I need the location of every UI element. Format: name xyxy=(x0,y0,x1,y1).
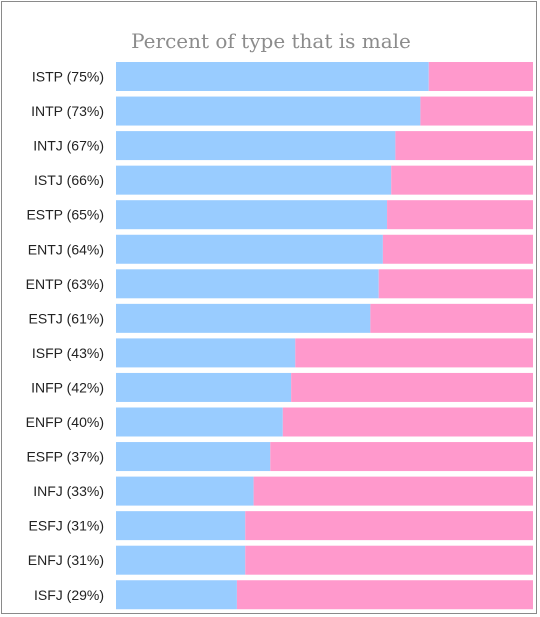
category-label-9: INFP (42%) xyxy=(31,379,104,395)
male-bar-7 xyxy=(116,303,371,333)
category-label-11: ESFP (37%) xyxy=(26,449,104,465)
female-bar-11 xyxy=(270,442,533,472)
female-bar-13 xyxy=(245,511,533,541)
male-bar-8 xyxy=(116,338,296,368)
category-label-14: ENFJ (31%) xyxy=(28,552,104,568)
category-label-10: ENFP (40%) xyxy=(26,414,104,430)
female-bar-4 xyxy=(387,200,533,230)
female-bar-10 xyxy=(282,407,533,437)
female-bar-12 xyxy=(253,476,534,506)
category-label-8: ISFP (43%) xyxy=(32,345,104,361)
male-bar-13 xyxy=(116,511,246,541)
female-bar-6 xyxy=(378,269,533,299)
male-bar-9 xyxy=(116,372,292,402)
female-bar-2 xyxy=(395,131,533,161)
category-label-3: ISTJ (66%) xyxy=(34,172,104,188)
category-label-1: INTP (73%) xyxy=(31,103,104,119)
male-bar-1 xyxy=(116,96,421,126)
male-bar-12 xyxy=(116,476,254,506)
category-label-13: ESFJ (31%) xyxy=(29,518,104,534)
male-bar-10 xyxy=(116,407,283,437)
female-bar-3 xyxy=(391,165,533,195)
category-label-12: INFJ (33%) xyxy=(33,483,104,499)
female-bar-1 xyxy=(420,96,533,126)
category-label-0: ISTP (75%) xyxy=(32,69,104,85)
female-bar-5 xyxy=(382,234,533,264)
male-bar-15 xyxy=(116,580,237,610)
male-bar-0 xyxy=(116,62,429,91)
male-bar-3 xyxy=(116,165,392,195)
male-bar-11 xyxy=(116,442,271,472)
chart-title: Percent of type that is male xyxy=(131,29,411,53)
male-bar-14 xyxy=(116,545,246,575)
category-label-7: ESTJ (61%) xyxy=(29,310,104,326)
category-labels: ISTP (75%) INTP (73%) INTJ (67%) ISTJ (66%)… xyxy=(26,69,104,603)
category-label-6: ENTP (63%) xyxy=(26,276,104,292)
category-label-15: ISFJ (29%) xyxy=(34,587,104,603)
male-bar-4 xyxy=(116,200,388,230)
category-label-4: ESTP (65%) xyxy=(26,207,104,223)
male-bar-5 xyxy=(116,234,383,264)
female-bar-14 xyxy=(245,545,533,575)
female-bar-9 xyxy=(291,372,533,402)
male-bar-6 xyxy=(116,269,379,299)
female-bar-0 xyxy=(428,62,533,91)
bars-group xyxy=(116,62,534,610)
male-bar-2 xyxy=(116,131,396,161)
female-bar-7 xyxy=(370,303,533,333)
female-bar-8 xyxy=(295,338,533,368)
category-label-5: ENTJ (64%) xyxy=(28,241,104,257)
category-label-2: INTJ (67%) xyxy=(33,138,104,154)
female-bar-15 xyxy=(236,580,533,610)
